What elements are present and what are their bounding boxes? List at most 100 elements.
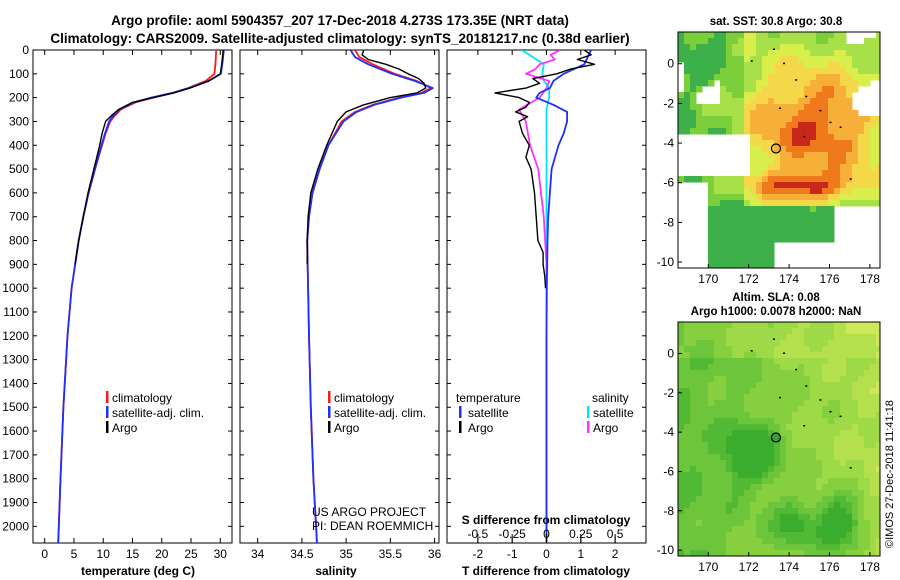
map-cell xyxy=(696,38,703,45)
map-cell xyxy=(762,328,769,335)
map-cell xyxy=(798,334,805,341)
map-cell xyxy=(720,388,727,395)
series-climatology xyxy=(57,50,218,543)
map-cell xyxy=(732,224,739,231)
map-cell xyxy=(714,520,721,527)
map-cell xyxy=(768,260,775,267)
map-cell xyxy=(792,212,799,219)
map-cell xyxy=(708,200,715,207)
map-cell xyxy=(810,128,817,135)
map-cell xyxy=(840,92,847,99)
map-cell xyxy=(756,382,763,389)
depth-tick-label: 300 xyxy=(9,114,29,128)
map-cell xyxy=(798,448,805,455)
map-cell xyxy=(858,56,865,63)
map-cell xyxy=(792,110,799,117)
map-cell xyxy=(714,376,721,383)
map-cell xyxy=(840,328,847,335)
map-cell xyxy=(804,98,811,105)
map-cell xyxy=(750,544,757,551)
map-cell xyxy=(684,352,691,359)
map-cell xyxy=(762,110,769,117)
map-cell xyxy=(738,448,745,455)
map-cell xyxy=(738,74,745,81)
map-cell xyxy=(804,334,811,341)
map-cell xyxy=(702,544,709,551)
map-cell xyxy=(822,388,829,395)
map-cell xyxy=(798,170,805,177)
map-cell xyxy=(828,478,835,485)
map-cell xyxy=(696,50,703,57)
map-cell xyxy=(720,550,727,556)
map-cell xyxy=(684,430,691,437)
depth-tick-label: 1500 xyxy=(2,400,29,414)
map-cell xyxy=(822,442,829,449)
map-cell xyxy=(786,50,793,57)
map-cell xyxy=(870,158,877,165)
map-cell xyxy=(744,496,751,503)
map-cell xyxy=(696,346,703,353)
map-cell xyxy=(690,346,697,353)
map-cell xyxy=(696,496,703,503)
map-cell xyxy=(720,248,727,255)
map-cell xyxy=(834,188,841,195)
map-cell xyxy=(708,532,715,539)
map-cell xyxy=(780,526,787,533)
map-cell xyxy=(822,448,829,455)
map-cell xyxy=(768,104,775,111)
map-cell xyxy=(804,110,811,117)
map-cell xyxy=(786,158,793,165)
map-cell xyxy=(762,98,769,105)
map-cell xyxy=(702,382,709,389)
map-cell xyxy=(774,388,781,395)
x-tick-label: 2 xyxy=(612,547,619,561)
map-cell xyxy=(780,80,787,87)
map-cell xyxy=(750,472,757,479)
map-cell xyxy=(792,86,799,93)
map-coast-speck xyxy=(803,135,806,138)
depth-tick-label: 200 xyxy=(9,91,29,105)
map-cell xyxy=(732,86,739,93)
map-cell xyxy=(714,32,721,39)
map-cell xyxy=(762,400,769,407)
map-cell xyxy=(798,218,805,225)
map-cell xyxy=(690,418,697,425)
map-cell xyxy=(828,364,835,371)
map-cell xyxy=(822,412,829,419)
map-cell xyxy=(822,532,829,539)
map-cell xyxy=(810,394,817,401)
map-cell xyxy=(684,116,691,123)
sla-map-title-line2: Argo h1000: 0.0078 h2000: NaN xyxy=(691,306,862,318)
map-cell xyxy=(768,176,775,183)
map-cell xyxy=(810,544,817,551)
map-cell xyxy=(774,454,781,461)
map-cell xyxy=(726,104,733,111)
map-cell xyxy=(744,38,751,45)
map-cell xyxy=(732,454,739,461)
legend-label-s-argo: Argo xyxy=(593,421,619,435)
map-cell xyxy=(708,382,715,389)
legend-label-satellite: satellite-adj. clim. xyxy=(112,406,204,420)
map-cell xyxy=(786,134,793,141)
map-cell xyxy=(858,544,865,551)
map-cell xyxy=(732,490,739,497)
map-cell xyxy=(726,346,733,353)
map-cell xyxy=(690,490,697,497)
map-cell xyxy=(870,146,877,153)
map-cell xyxy=(756,116,763,123)
map-cell xyxy=(852,418,859,425)
map-cell xyxy=(786,194,793,201)
map-cell xyxy=(768,544,775,551)
map-cell xyxy=(828,502,835,509)
map-cell xyxy=(780,412,787,419)
map-cell xyxy=(846,152,853,159)
map-coast-speck xyxy=(819,109,822,112)
map-cell xyxy=(852,520,859,527)
x-tick-label: 0 xyxy=(543,547,550,561)
map-cell xyxy=(870,550,877,556)
map-cell xyxy=(684,508,691,515)
map-cell xyxy=(858,328,865,335)
map-cell xyxy=(738,352,745,359)
map-cell xyxy=(738,182,745,189)
legend-label-satellite: satellite-adj. clim. xyxy=(334,406,426,420)
